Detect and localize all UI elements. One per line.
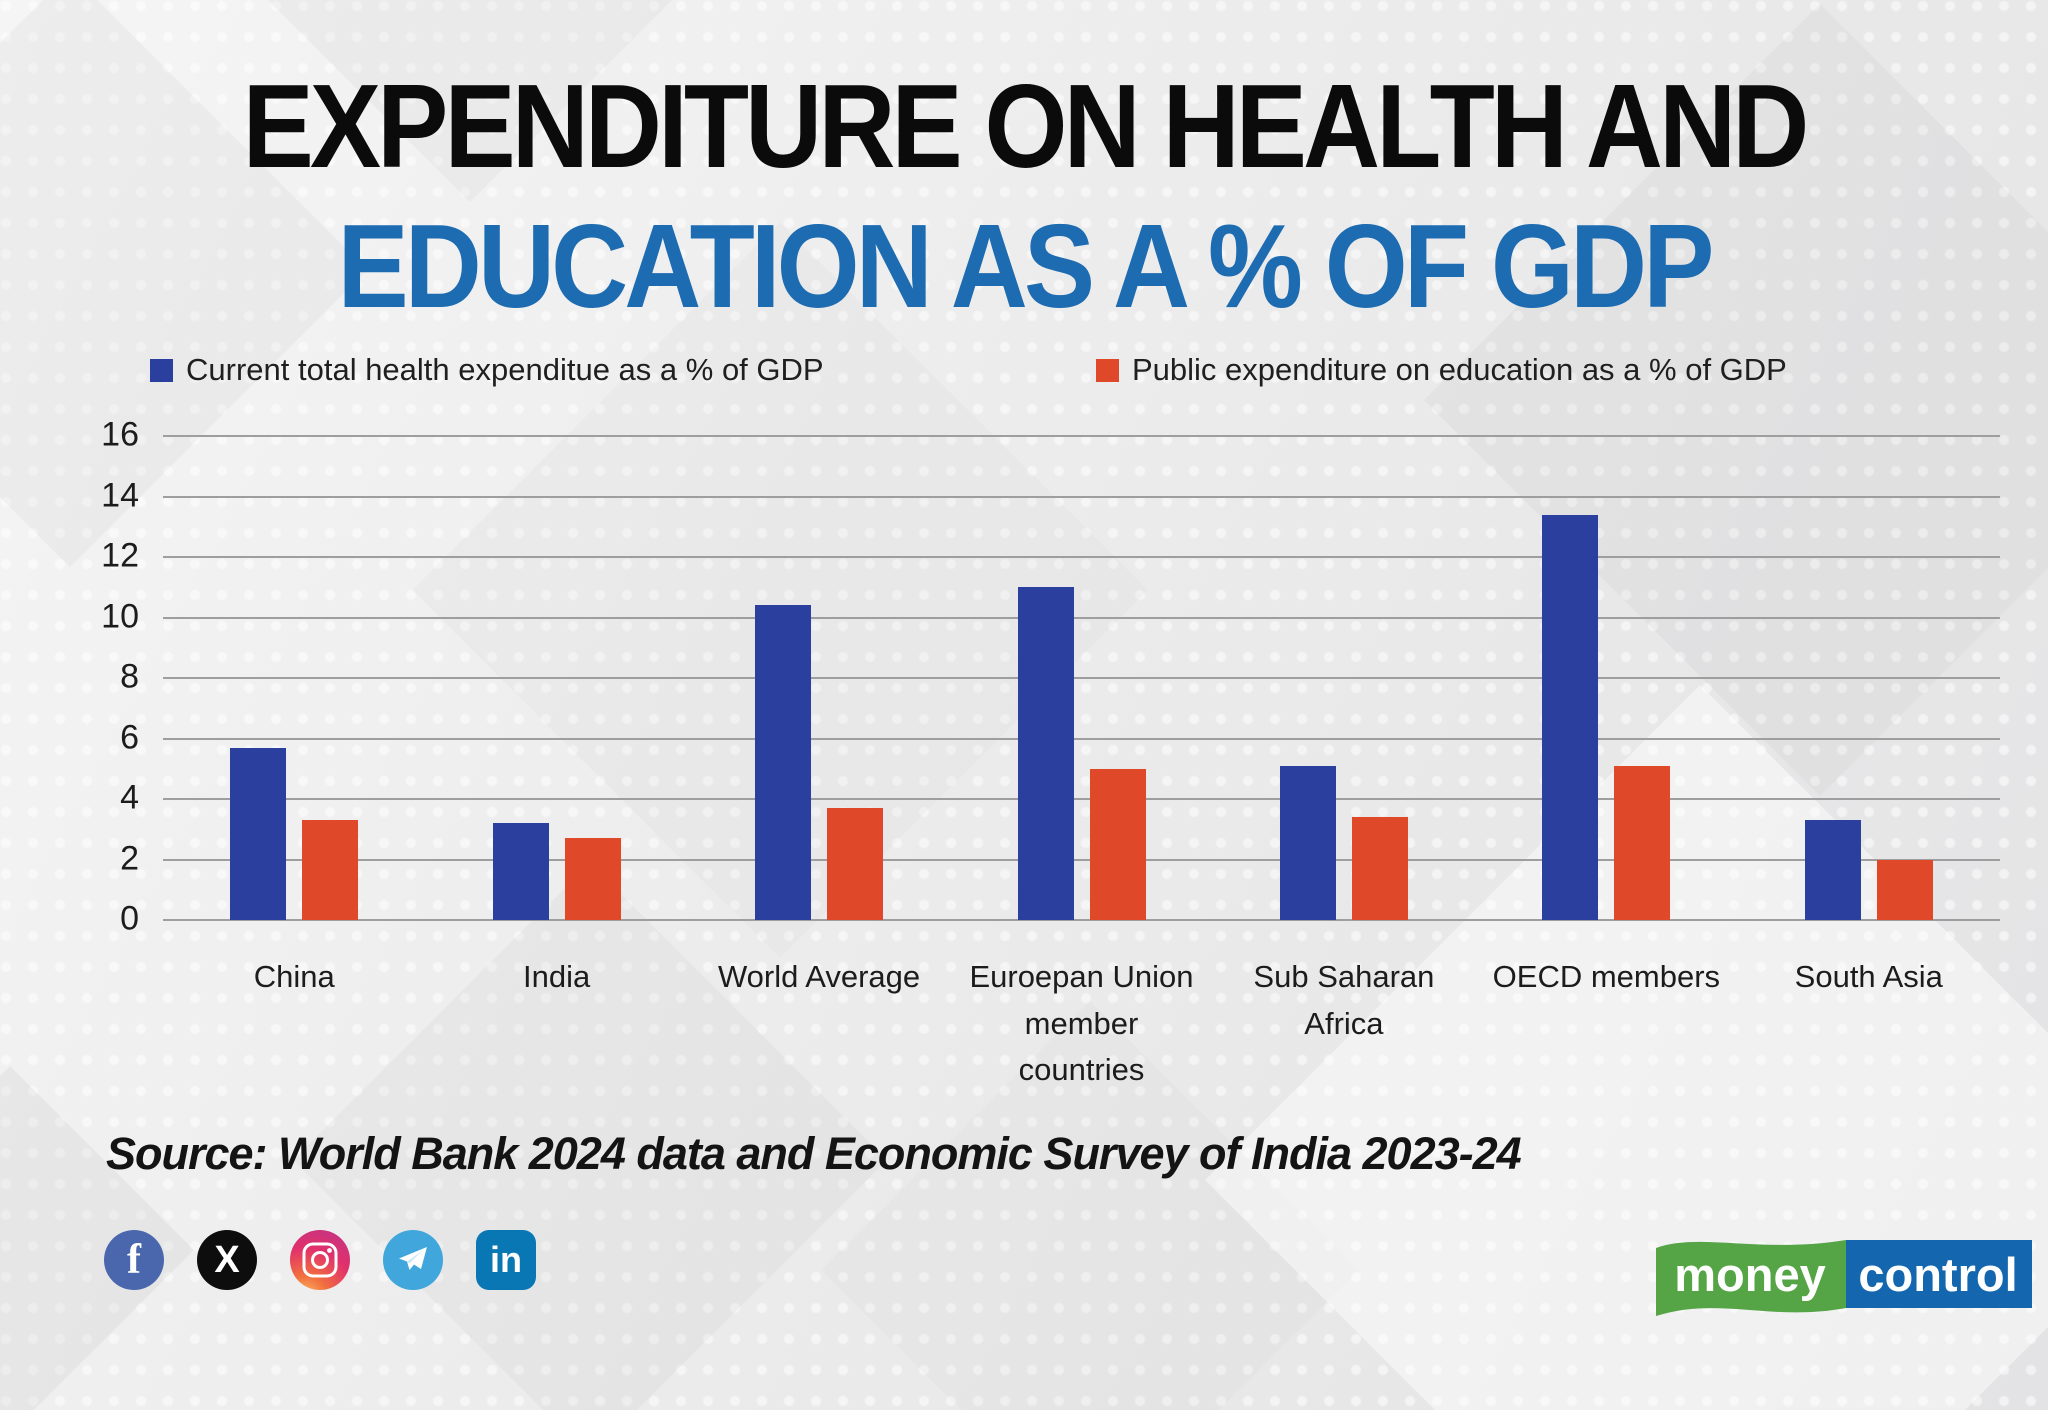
- y-axis-tick-12: 12: [101, 536, 139, 575]
- x-twitter-icon[interactable]: X: [197, 1230, 257, 1290]
- health-bar-5: [1279, 765, 1336, 920]
- bar-chart: 0 2 4 6 8 10 12 14 16 China India World Average Euro…: [101, 416, 2000, 1087]
- health-bar-4: [1017, 587, 1074, 920]
- gridline-y8: 8: [120, 658, 2000, 696]
- telegram-icon[interactable]: [383, 1230, 443, 1290]
- education-legend-swatch: [1096, 358, 1119, 382]
- health-bar-3: [755, 605, 812, 920]
- gridline-y14: 14: [101, 476, 2000, 514]
- health-legend-swatch: [150, 358, 173, 382]
- x-axis-label-2: India: [523, 959, 591, 994]
- gridline-y16: 16: [101, 416, 2000, 454]
- y-axis-tick-16: 16: [101, 415, 139, 454]
- health-legend-label: Current total health expenditue as a % o…: [186, 352, 824, 387]
- education-bar-2: [564, 838, 621, 920]
- x-axis-label-1: China: [253, 959, 335, 994]
- legend-item-health: Current total health expenditue as a % o…: [150, 352, 824, 388]
- education-bar-5: [1351, 817, 1408, 920]
- y-axis-tick-6: 6: [120, 718, 139, 756]
- telegram-plane-glyph: [399, 1247, 427, 1270]
- logo-green-flag: [1656, 1240, 1846, 1316]
- gridline-y12: 12: [101, 537, 2000, 575]
- y-axis-tick-4: 4: [120, 778, 139, 817]
- x-axis-label-6: OECD members: [1492, 959, 1721, 994]
- legend-item-education: Public expenditure on education as a % o…: [1096, 352, 1787, 388]
- y-axis-tick-2: 2: [120, 839, 139, 877]
- gridline-y0: 0: [120, 900, 2000, 938]
- x-axis-label-3: World Average: [717, 959, 921, 994]
- moneycontrol-logo[interactable]: money control: [1650, 1228, 2038, 1329]
- instagram-camera-glyph: [302, 1242, 338, 1278]
- chart-title-line1: EXPENDITURE ON HEALTH AND: [242, 60, 1810, 193]
- gridline-y10: 10: [101, 597, 2000, 635]
- education-legend-label: Public expenditure on education as a % o…: [1132, 352, 1787, 387]
- health-bar-6: [1542, 514, 1599, 920]
- social-icons-row: f X in: [104, 1230, 536, 1290]
- gridline-y6: 6: [120, 718, 2000, 756]
- health-bar-1: [230, 747, 287, 920]
- education-bar-4: [1089, 768, 1146, 920]
- education-bar-3: [827, 808, 884, 920]
- x-axis-label-4: Euroepan Union member countries: [969, 959, 1194, 1087]
- y-axis-tick-8: 8: [120, 657, 139, 696]
- x-axis-label-7: South Asia: [1794, 959, 1943, 994]
- logo-blue-box: [1846, 1240, 2032, 1308]
- instagram-icon[interactable]: [290, 1230, 350, 1290]
- gridline-y4: 4: [120, 779, 2000, 817]
- linkedin-icon[interactable]: in: [476, 1230, 536, 1290]
- education-bar-1: [302, 820, 359, 920]
- facebook-icon[interactable]: f: [104, 1230, 164, 1290]
- education-bar-7: [1876, 859, 1933, 920]
- svg-text:control: control: [1858, 1248, 2017, 1301]
- x-axis-label-5: Sub Saharan Africa: [1253, 959, 1435, 1041]
- chart-title-line2: EDUCATION AS A % OF GDP: [337, 200, 1714, 333]
- gridline-y2: 2: [120, 839, 2000, 877]
- education-bar-6: [1614, 765, 1671, 920]
- health-bar-7: [1804, 820, 1861, 920]
- y-axis-tick-10: 10: [101, 597, 139, 635]
- source-note: Source: World Bank 2024 data and Economi…: [106, 1128, 1522, 1179]
- health-bar-2: [492, 823, 549, 920]
- svg-text:money: money: [1674, 1248, 1826, 1301]
- y-axis-tick-14: 14: [101, 476, 139, 514]
- y-axis-tick-0: 0: [120, 899, 139, 938]
